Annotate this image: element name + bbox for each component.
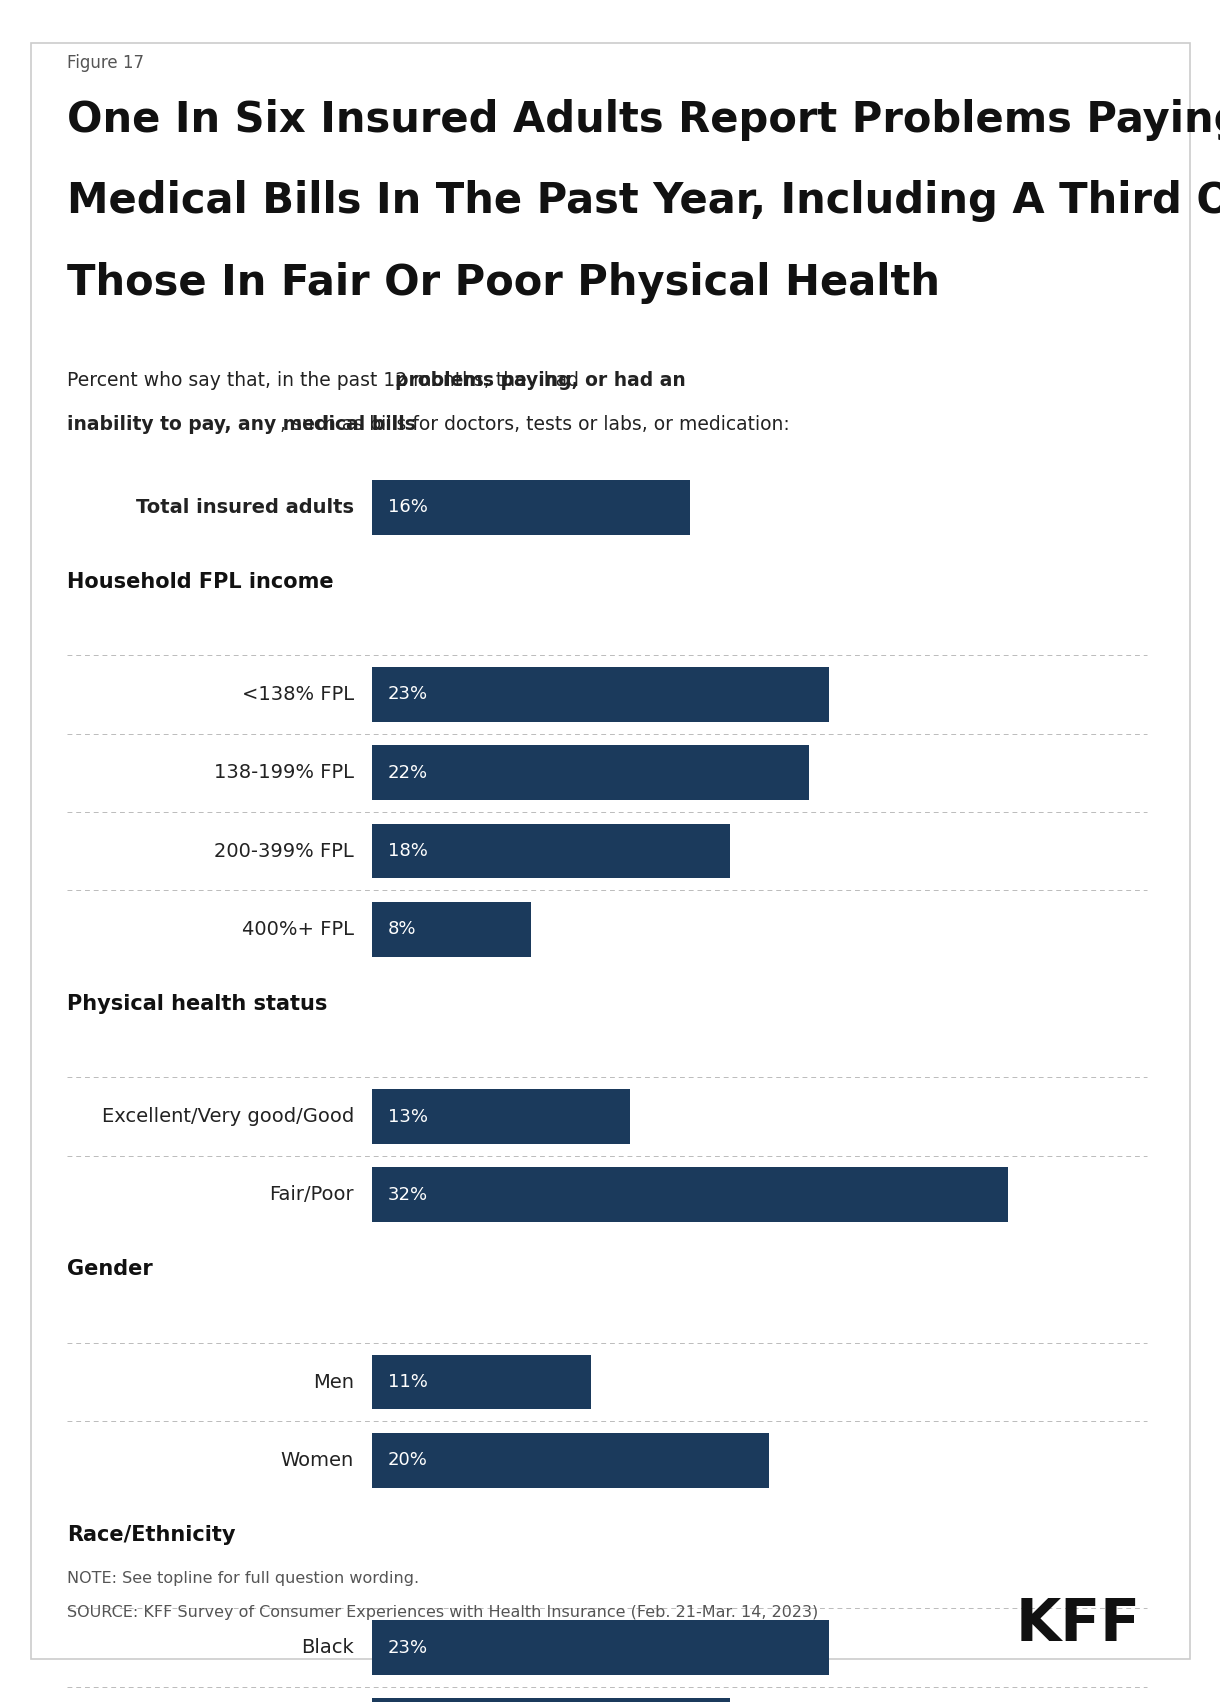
Text: 23%: 23%	[388, 1639, 428, 1656]
Text: 13%: 13%	[388, 1108, 428, 1125]
Text: Those In Fair Or Poor Physical Health: Those In Fair Or Poor Physical Health	[67, 262, 941, 305]
Text: Gender: Gender	[67, 1259, 152, 1280]
Bar	[372, 1089, 631, 1144]
Bar	[372, 1620, 830, 1675]
Text: 32%: 32%	[388, 1186, 428, 1203]
Bar	[372, 902, 531, 957]
Bar	[372, 1699, 730, 1702]
Text: One In Six Insured Adults Report Problems Paying: One In Six Insured Adults Report Problem…	[67, 99, 1220, 141]
Bar	[372, 667, 830, 722]
Text: Men: Men	[312, 1372, 354, 1392]
Text: Percent who say that, in the past 12 months, they had: Percent who say that, in the past 12 mon…	[67, 371, 586, 390]
Text: <138% FPL: <138% FPL	[242, 684, 354, 705]
Text: problems paying, or had an: problems paying, or had an	[395, 371, 686, 390]
Text: Medical Bills In The Past Year, Including A Third Of: Medical Bills In The Past Year, Includin…	[67, 180, 1220, 223]
Bar	[372, 824, 730, 878]
Text: NOTE: See topline for full question wording.: NOTE: See topline for full question word…	[67, 1571, 420, 1586]
Text: 8%: 8%	[388, 921, 416, 938]
FancyBboxPatch shape	[30, 43, 1190, 1659]
Bar	[372, 1168, 1008, 1222]
Text: 138-199% FPL: 138-199% FPL	[214, 762, 354, 783]
Text: Excellent/Very good/Good: Excellent/Very good/Good	[101, 1106, 354, 1127]
Bar	[372, 480, 691, 534]
Text: 16%: 16%	[388, 499, 428, 516]
Text: 11%: 11%	[388, 1374, 428, 1391]
Text: Household FPL income: Household FPL income	[67, 572, 334, 592]
Text: Women: Women	[281, 1450, 354, 1471]
Text: Black: Black	[301, 1637, 354, 1658]
Text: 20%: 20%	[388, 1452, 428, 1469]
Bar	[372, 745, 809, 800]
Text: 200-399% FPL: 200-399% FPL	[214, 841, 354, 861]
Text: Race/Ethnicity: Race/Ethnicity	[67, 1525, 235, 1545]
Text: Fair/Poor: Fair/Poor	[270, 1185, 354, 1205]
Text: 22%: 22%	[388, 764, 428, 781]
Text: , such as bills for doctors, tests or labs, or medication:: , such as bills for doctors, tests or la…	[279, 415, 789, 434]
Text: 23%: 23%	[388, 686, 428, 703]
Text: 18%: 18%	[388, 842, 428, 860]
Text: Physical health status: Physical health status	[67, 994, 327, 1014]
Text: inability to pay, any medical bills: inability to pay, any medical bills	[67, 415, 416, 434]
Text: 400%+ FPL: 400%+ FPL	[242, 919, 354, 940]
Text: KFF: KFF	[1016, 1596, 1141, 1653]
Bar	[372, 1433, 770, 1488]
Text: Figure 17: Figure 17	[67, 54, 144, 73]
Text: Total insured adults: Total insured adults	[135, 497, 354, 517]
Text: SOURCE: KFF Survey of Consumer Experiences with Health Insurance (Feb. 21-Mar. 1: SOURCE: KFF Survey of Consumer Experienc…	[67, 1605, 819, 1620]
Bar	[372, 1355, 590, 1409]
